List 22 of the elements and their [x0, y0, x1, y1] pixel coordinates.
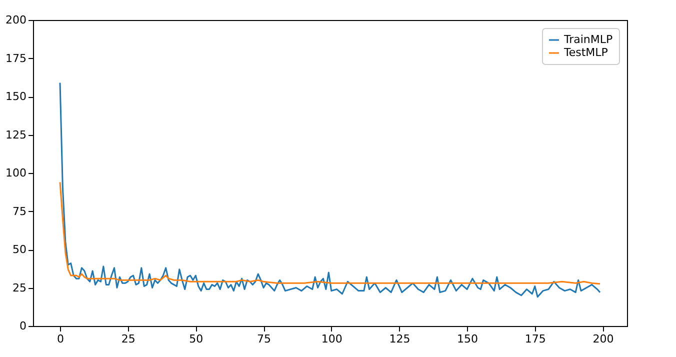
y-tick-label: 0 — [20, 320, 26, 332]
legend-label: TrainMLP — [563, 33, 614, 46]
y-tick-label: 125 — [6, 128, 26, 142]
x-tick-label: 150 — [457, 332, 478, 346]
x-tick-label: 200 — [592, 332, 614, 346]
y-tick-label: 150 — [6, 90, 26, 103]
x-tick-label: 100 — [321, 332, 342, 346]
x-tick-label: 175 — [524, 332, 546, 346]
x-tick-label: 50 — [189, 332, 204, 346]
y-tick-label: 50 — [12, 243, 26, 256]
x-tick-label: 0 — [57, 332, 64, 346]
x-tick-label: 125 — [389, 332, 410, 346]
y-tick-label: 25 — [12, 281, 26, 294]
y-tick-label: 175 — [6, 52, 26, 65]
y-tick-label: 200 — [6, 14, 26, 26]
line-series — [59, 82, 601, 298]
y-tick-label: 75 — [12, 204, 26, 218]
legend-label: TestMLP — [563, 46, 608, 59]
line-series — [59, 181, 601, 285]
x-tick-label: 75 — [257, 332, 272, 346]
y-tick-label: 100 — [6, 166, 26, 180]
x-tick-label: 25 — [121, 332, 136, 346]
